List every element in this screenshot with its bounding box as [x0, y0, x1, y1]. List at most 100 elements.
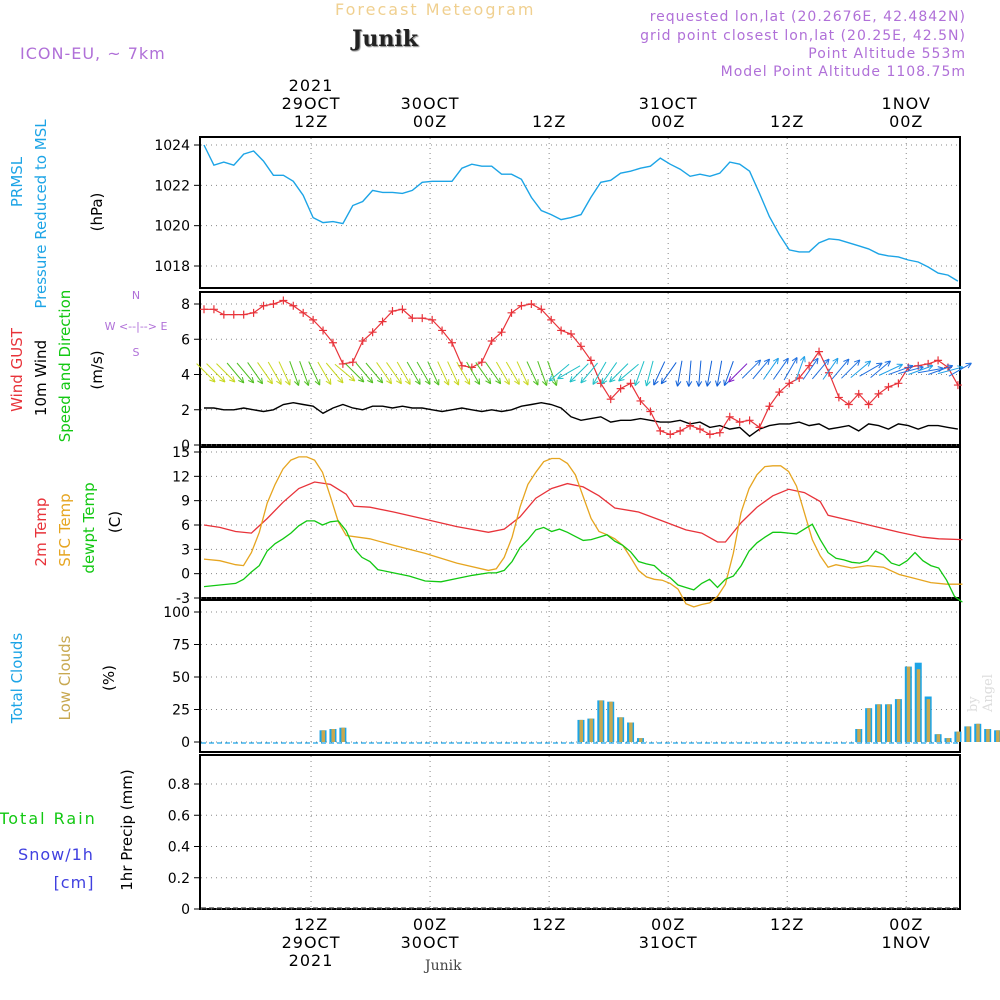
wind-arrow-head — [926, 364, 934, 371]
low-cloud-bar — [321, 730, 326, 742]
wind-arrow-shaft — [456, 361, 471, 385]
wind-direction-arrow — [888, 364, 914, 376]
wind-arrow-head — [772, 357, 779, 365]
wind-direction-arrow — [447, 361, 460, 386]
wind-direction-arrow — [592, 361, 607, 385]
wind-gust-marker — [656, 426, 665, 435]
wind-arrow-shaft — [841, 359, 861, 379]
wind-direction-arrow — [783, 357, 798, 381]
wind-direction-arrow — [226, 362, 245, 384]
wind-direction-arrow — [355, 362, 374, 384]
wind-gust-marker — [606, 395, 615, 404]
wind-arrow-shaft — [898, 366, 924, 375]
wind-arrow-shaft — [653, 361, 666, 386]
wind-direction-arrow — [406, 361, 421, 385]
wind-arrow-head — [514, 378, 520, 385]
wind-arrow-head — [791, 357, 798, 364]
wind-arrow-head — [592, 378, 599, 385]
wind-arrow-head — [601, 377, 608, 385]
wind-arrow-head — [275, 378, 282, 385]
wind-arrow-shaft — [278, 361, 291, 386]
wind-gust-marker — [805, 361, 814, 370]
wind-direction-arrow — [334, 363, 356, 382]
wind-arrow-head — [257, 377, 264, 385]
wind-arrow-shaft — [763, 357, 779, 380]
wind-arrow-shaft — [447, 361, 460, 386]
wind-direction-arrow — [634, 361, 645, 386]
low-cloud-bar — [976, 723, 980, 742]
wind-arrow-shaft — [878, 363, 903, 376]
wind-gust-marker — [209, 305, 218, 314]
wind-arrow-head — [424, 378, 431, 385]
wind-arrow-head — [474, 378, 481, 385]
wind-arrow-head — [965, 362, 972, 369]
low-cloud-bar — [946, 738, 950, 742]
wind-arrow-shaft — [698, 360, 702, 387]
wind-arrow-head — [551, 379, 558, 386]
wind-gust-marker — [864, 400, 873, 409]
wind-arrow-head — [209, 376, 216, 383]
wind-arrow-shaft — [289, 361, 300, 386]
wind-arrow-shaft — [888, 365, 914, 376]
y-tick-label: 100 — [163, 605, 190, 621]
wind-direction-arrow — [537, 361, 548, 386]
wind-arrow-shaft — [557, 365, 581, 380]
time-label-bottom: 1NOV — [882, 933, 931, 952]
pressure-label-long: Pressure Reduced to MSL — [32, 119, 50, 309]
wind-arrow-head — [248, 376, 255, 384]
y-tick-label: 1018 — [154, 259, 190, 275]
wind-arrow-shaft — [569, 363, 589, 383]
wind-direction-arrow — [495, 361, 510, 385]
time-label-top: 29OCT — [282, 94, 341, 113]
wind-gust-marker — [755, 423, 764, 432]
dewpoint-label: dewpt Temp — [80, 482, 98, 573]
wind-gust-marker — [745, 416, 754, 425]
wind-gust-marker — [368, 328, 377, 337]
time-label-bottom: 29OCT — [282, 933, 341, 952]
wind-gust-marker — [854, 389, 863, 398]
wind-arrow-head — [754, 359, 762, 366]
y-tick-label: 0.8 — [168, 777, 190, 793]
wind-arrow-head — [337, 376, 344, 384]
wind-arrow-head — [660, 377, 667, 385]
wind-arrow-head — [634, 379, 640, 386]
low-cloud-bar — [857, 729, 861, 742]
time-label-top: 12Z — [770, 112, 804, 131]
low-cloud-bar — [599, 700, 603, 742]
wind-direction-arrow — [795, 355, 806, 381]
wind-direction-arrow — [376, 362, 393, 385]
wind-arrow-shaft — [396, 361, 411, 385]
wind-gust-marker — [378, 317, 387, 326]
low-cloud-bar — [867, 708, 871, 742]
wind-direction-arrow — [580, 362, 598, 384]
wind-direction-arrow — [752, 358, 771, 380]
wind-gust-marker — [279, 296, 288, 305]
wind-direction-arrow — [715, 360, 723, 387]
wind-arrow-head — [495, 377, 502, 385]
wind-arrow-head — [348, 375, 356, 382]
wind-arrow-shaft — [618, 363, 639, 382]
wind-direction-arrow — [802, 357, 819, 380]
wind-gust-marker — [200, 305, 208, 314]
wind-gust-marker — [626, 379, 635, 388]
wind-direction-arrow — [466, 361, 481, 385]
wind-arrow-head — [812, 357, 819, 365]
wind-arrow-shaft — [660, 362, 677, 385]
sfc-temp-line — [203, 456, 963, 608]
time-label-bottom: 12Z — [532, 915, 566, 934]
wind-arrow-head — [799, 355, 806, 363]
wind-arrow-head — [675, 380, 682, 387]
wind-gust-marker — [636, 396, 645, 405]
wind-arrow-head — [723, 379, 730, 386]
wind-direction-arrow — [526, 361, 539, 386]
wind-arrow-shaft — [870, 360, 891, 379]
pressure-label-short: PRMSL — [8, 156, 26, 207]
wind-direction-arrow — [850, 360, 872, 379]
wind-gust-marker — [309, 315, 318, 324]
wind-direction-arrow — [601, 362, 618, 385]
wind-arrow-head — [728, 376, 735, 383]
wind-arrow-shaft — [908, 365, 934, 376]
wind-direction-arrow — [653, 361, 666, 386]
wind-arrow-head — [386, 377, 393, 385]
